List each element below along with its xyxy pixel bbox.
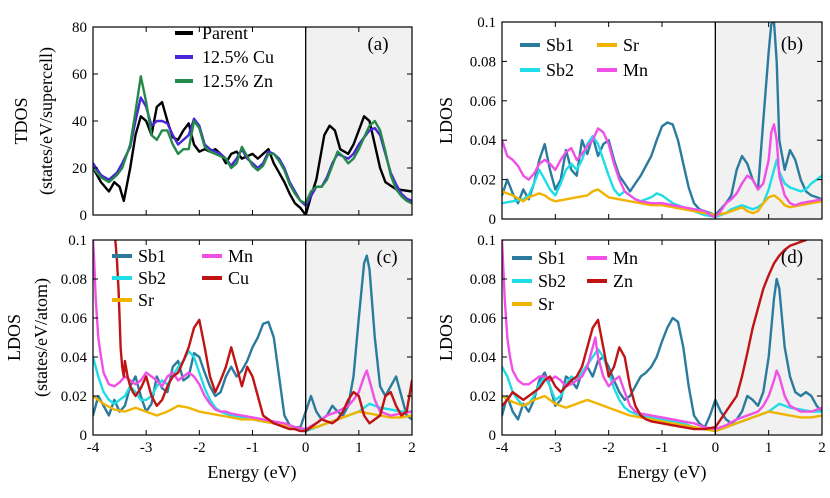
x-tick-label: 1 [765,440,773,456]
y-tick-label: 0.02 [470,173,496,189]
x-tick-label: -3 [549,440,562,456]
y-tick-label: 0.08 [61,272,87,288]
y-axis-title: TDOS [11,97,31,144]
x-tick-label: -1 [246,440,259,456]
series-line-mn [502,240,822,431]
x-tick-label: -4 [496,440,509,456]
legend: Parent 12.5% Cu 12.5% Zn [175,23,274,91]
legend-label: Mn [613,248,638,268]
series-line-12-5-zn [93,75,412,205]
legend-label: Mn [228,246,253,266]
series-line-sb2 [502,135,822,219]
legend-label: Sb1 [138,246,166,266]
y-tick-label: 0.02 [61,389,87,405]
y-axis-title: LDOS [436,97,456,144]
panel-a-tdos: 0 20 40 60 80 TDOS (states/eV/supercell) (a) Par… [11,20,413,224]
y-axis-subtitle: (states/eV/atom) [31,278,52,397]
x-tick-label: 0 [712,440,720,456]
series-line-zn [502,240,808,431]
y-tick-label: 0.04 [61,350,88,366]
y-tick-label: 0.06 [61,311,88,327]
x-axis-title-left: Energy (eV) [207,462,296,483]
legend: Sb1 Sb2 Sr Mn [520,35,648,80]
panel-label: (b) [781,34,803,55]
series-lines [502,240,822,433]
panel-label: (d) [781,247,803,268]
panel-d-ldos-zn: -4 -3 -2 -1 0 1 2 0 0.02 0.04 0.06 0.08 0.1 LDOS (d) Sb… [436,233,826,456]
series-line-12-5-cu [93,96,412,207]
legend-label: Mn [623,60,648,80]
legend: Sb1 Sb2 Sr Mn Zn [512,248,638,314]
y-tick-label: 0.08 [470,54,496,70]
y-tick-label: 0.04 [470,350,497,366]
x-tick-label: 2 [818,440,826,456]
legend-label: Sb1 [538,248,566,268]
y-tick-label: 0 [80,428,88,444]
legend-label: Sb2 [546,60,574,80]
y-axis-title: LDOS [436,314,456,361]
y-tick-label: 0.1 [477,233,496,249]
legend-label: Sb1 [546,35,574,55]
y-axis-title: LDOS [4,314,24,361]
x-tick-label: -2 [602,440,615,456]
series-line-sr [502,188,822,217]
x-tick-label: -4 [87,440,100,456]
panel-c-ldos-cu: -4 -3 -2 -1 0 1 2 0 0.02 0.04 0.06 0.08 0.1 LDOS (stat… [4,233,416,456]
legend-label: Parent [202,23,248,43]
legend-label: 12.5% Cu [202,47,274,67]
y-tick-label: 0.02 [470,389,496,405]
x-tick-label: 0 [302,440,310,456]
legend-label: Cu [228,268,249,288]
y-tick-label: 40 [72,114,87,130]
y-tick-label: 60 [72,67,87,83]
x-tick-label: 2 [408,440,416,456]
legend-label: 12.5% Zn [202,71,273,91]
panel-label: (a) [367,34,388,55]
legend-label: Sr [538,294,554,314]
y-tick-label: 0.06 [470,311,497,327]
y-tick-label: 0.1 [477,15,496,31]
legend-label: Sr [623,35,639,55]
y-tick-label: 0.06 [470,94,497,110]
series-line-cu [114,240,412,433]
series-line-sb1 [93,254,412,429]
panel-label: (c) [376,247,397,268]
series-lines [502,22,822,219]
legend-label: Sr [138,290,154,310]
series-line-sr [93,394,412,431]
y-axis-subtitle: (states/eV/supercell) [36,47,57,195]
panel-b-ldos: 0 0.02 0.04 0.06 0.08 0.1 LDOS (b) Sb1 Sb2 Sr Mn [436,15,823,228]
y-tick-label: 0 [80,208,88,224]
x-tick-label: -3 [140,440,153,456]
series-line-mn [502,123,822,219]
legend-label: Sb2 [538,271,566,291]
x-tick-label: -1 [656,440,669,456]
x-tick-label: 1 [355,440,363,456]
x-axis-title-right: Energy (eV) [617,462,706,483]
x-tick-label: -2 [193,440,206,456]
series-line-sb1 [502,22,822,217]
legend-label: Sb2 [138,268,166,288]
series-line-sr [502,394,822,433]
series-lines [93,75,412,215]
y-tick-label: 80 [72,20,87,36]
y-tick-label: 20 [72,161,87,177]
y-tick-label: 0.08 [470,272,496,288]
legend-label: Zn [613,271,633,291]
y-tick-label: 0 [489,212,497,228]
y-tick-label: 0 [489,428,497,444]
series-lines [93,240,412,433]
y-tick-label: 0.1 [68,233,87,249]
y-tick-label: 0.04 [470,133,497,149]
series-line-parent [93,101,412,215]
